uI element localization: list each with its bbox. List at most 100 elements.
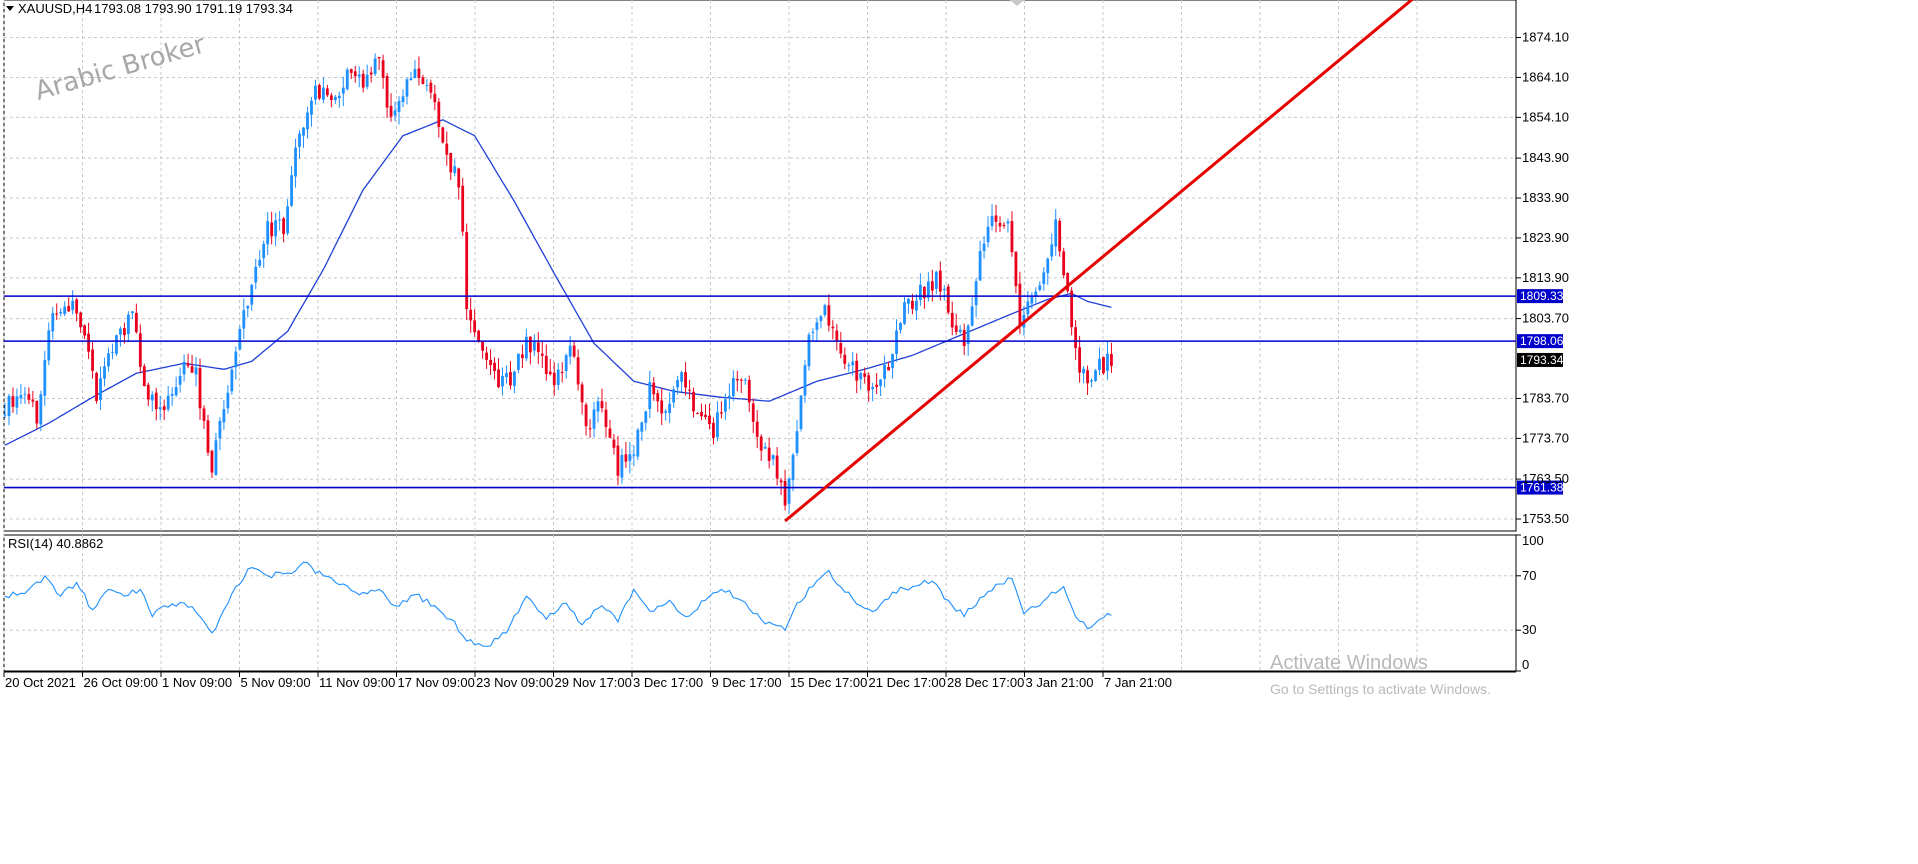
price-tick-label: 1803.70 (1522, 311, 1569, 326)
rsi-tick-label: 0 (1522, 657, 1529, 672)
candle-bear (11, 396, 15, 407)
candle-bull (322, 87, 325, 100)
candle-bear (377, 57, 381, 59)
candle-bear (146, 384, 150, 400)
candle-bear (489, 359, 492, 366)
candle-bull (107, 353, 110, 367)
candle-bear (35, 400, 39, 424)
candle-bear (827, 305, 831, 326)
candle-bull (990, 215, 994, 226)
candle-bear (186, 363, 190, 366)
activate-windows-title: Activate Windows (1270, 652, 1428, 674)
candle-bull (1054, 219, 1058, 247)
candle-bear (1102, 357, 1105, 374)
candle-bull (401, 96, 405, 103)
candle-bear (27, 394, 31, 400)
candle-bear (493, 362, 496, 371)
candle-bull (337, 95, 341, 99)
candle-bear (441, 127, 445, 143)
candle-bull (680, 372, 683, 382)
candle-bear (477, 330, 481, 342)
candle-bull (258, 259, 262, 266)
candle-bull (723, 399, 727, 412)
candle-bear (31, 399, 35, 402)
candles (3, 53, 1113, 514)
level-price-tag (1517, 334, 1563, 349)
candle-bull (823, 305, 827, 316)
candle-bull (242, 310, 246, 329)
candle-bear (1078, 347, 1081, 373)
candle-bear (652, 382, 656, 395)
candle-bull (859, 373, 863, 380)
candle-bull (373, 58, 377, 74)
candle-bear (83, 325, 86, 336)
candle-bear (767, 447, 771, 461)
candle-bull (43, 359, 47, 396)
rsi-panel[interactable] (3, 534, 1517, 672)
candle-bull (891, 353, 894, 369)
candle-bull (803, 365, 807, 396)
candle-bear (704, 414, 707, 418)
candle-bull (915, 300, 918, 311)
candle-bull (365, 74, 369, 87)
candle-bull (1006, 221, 1010, 224)
candle-bear (437, 101, 441, 127)
candle-bull (310, 100, 313, 115)
candle-bull (218, 420, 222, 439)
candle-bear (751, 403, 755, 422)
main-panel[interactable] (3, 0, 1517, 532)
candle-bear (1002, 225, 1006, 227)
candle-bull (341, 87, 345, 94)
rsi-tick-label: 70 (1522, 568, 1536, 583)
candle-bull (907, 298, 910, 304)
candle-bear (421, 77, 425, 85)
candle-bull (672, 389, 676, 403)
level-price-tag (1517, 289, 1563, 304)
candle-bull (727, 395, 731, 398)
candle-bull (453, 166, 457, 174)
candle-bear (994, 215, 998, 222)
price-tick-label: 1773.70 (1522, 430, 1569, 445)
candle-bear (867, 375, 871, 391)
candle-bull (413, 69, 417, 78)
candle-bull (425, 84, 429, 86)
candle-bull (974, 281, 978, 306)
candle-bear (95, 372, 98, 401)
candle-bear (369, 72, 373, 75)
candle-bull (286, 206, 289, 234)
candle-bear (946, 286, 950, 313)
candle-bull (262, 243, 266, 259)
candle-bull (1026, 301, 1030, 315)
horizontal-levels[interactable]: 1809.33 1798.06 1761.38 1793.34 (4, 289, 1564, 495)
candle-bear (544, 355, 548, 375)
candle-bear (922, 286, 926, 299)
time-axis[interactable]: 20 Oct 2021 26 Oct 09:00 1 Nov 09:00 5 Nov … (3, 672, 1172, 690)
candle-bear (445, 143, 449, 155)
candle-bear (433, 93, 437, 103)
candle-bear (548, 371, 552, 375)
candle-bull (230, 369, 234, 392)
candle-bear (55, 313, 59, 315)
candle-bear (198, 368, 202, 409)
candle-bull (791, 454, 795, 481)
rsi-grid (3, 535, 1516, 671)
candle-bear (210, 450, 214, 473)
dropdown-arrow-icon[interactable] (6, 6, 14, 11)
trend-line[interactable] (784, 0, 1414, 523)
candle-bull (59, 311, 63, 314)
candle-bear (696, 413, 699, 415)
candle-bull (644, 411, 648, 423)
candle-bear (831, 326, 835, 329)
level-price-tag (1517, 480, 1563, 495)
candle-bull (895, 330, 898, 354)
candle-bear (349, 69, 353, 73)
candle-bull (238, 329, 242, 350)
price-tick-label: 1843.90 (1522, 150, 1569, 165)
price-axis[interactable]: 1874.10 1864.10 1854.10 1843.90 1833.90 1823.… (1516, 30, 1569, 526)
candle-bull (871, 387, 875, 390)
candle-bear (612, 439, 616, 448)
candle-bear (329, 95, 333, 101)
candle-bear (123, 328, 126, 336)
candle-bear (465, 232, 469, 310)
